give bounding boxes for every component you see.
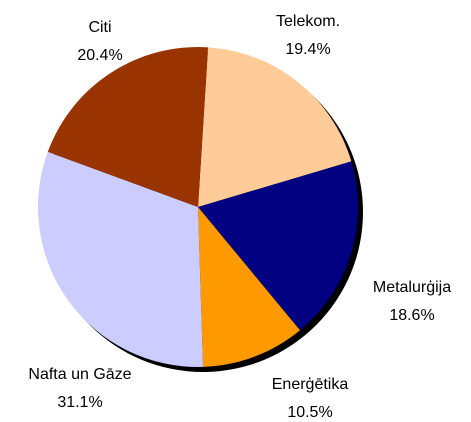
slice-value-label: 20.4% [77,47,122,64]
pie-slice [198,161,359,331]
slice-label: Metalurģija [373,278,451,296]
pie-slice [198,47,352,208]
pie-slice [47,46,209,207]
slice-label: Citi [88,19,111,36]
slice-value-label: 18.6% [389,307,434,324]
slice-value-label: 31.1% [57,394,102,411]
slice-value-label: 10.5% [287,404,332,421]
pie-slice [38,151,204,367]
slice-label: Enerģētika [272,375,349,393]
slice-value-label: 19.4% [285,41,330,58]
slice-label: Nafta un Gāze [28,366,131,383]
pie-slice [198,207,300,367]
slice-label: Telekom. [276,13,340,30]
